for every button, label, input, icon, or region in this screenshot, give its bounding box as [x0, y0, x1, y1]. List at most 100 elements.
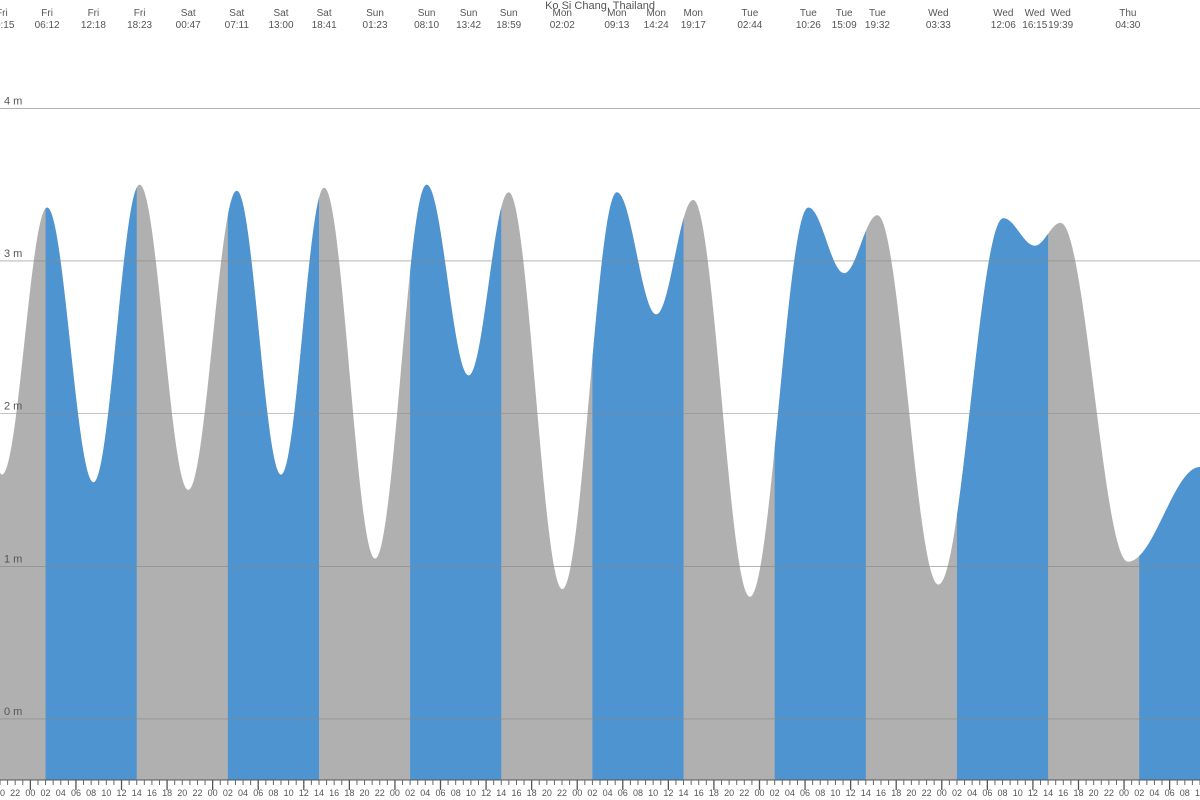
x-tick-label: 20	[0, 788, 5, 798]
tide-extreme-time: 02:44	[737, 20, 762, 31]
tide-extreme-day: Fri	[88, 8, 100, 19]
tide-extreme-time: 02:02	[550, 20, 575, 31]
tide-extreme-day: Tue	[836, 8, 853, 19]
tide-extreme-time: 13:00	[268, 20, 293, 31]
tide-extreme-day: Mon	[553, 8, 572, 19]
x-tick-label: 02	[770, 788, 780, 798]
x-tick-label: 22	[192, 788, 202, 798]
x-tick-label: 22	[375, 788, 385, 798]
x-tick-label: 22	[1104, 788, 1114, 798]
tide-extreme-day: Fri	[41, 8, 53, 19]
tide-extreme-time: 19:32	[865, 20, 890, 31]
x-tick-label: 18	[344, 788, 354, 798]
x-tick-label: 18	[891, 788, 901, 798]
tide-extreme-day: Sun	[500, 8, 518, 19]
x-tick-label: 00	[572, 788, 582, 798]
tide-extreme-day: Mon	[684, 8, 703, 19]
tide-extreme-time: 18:23	[127, 20, 152, 31]
x-tick-label: 08	[268, 788, 278, 798]
x-tick-label: 12	[663, 788, 673, 798]
x-tick-label: 18	[162, 788, 172, 798]
y-axis-label: 4 m	[4, 95, 22, 107]
tide-extreme-day: Mon	[646, 8, 665, 19]
tide-extreme-time: 07:11	[225, 20, 250, 31]
x-tick-label: 04	[1149, 788, 1159, 798]
tide-extreme-day: Tue	[800, 8, 817, 19]
x-tick-label: 04	[785, 788, 795, 798]
x-tick-label: 14	[679, 788, 689, 798]
x-tick-label: 14	[314, 788, 324, 798]
x-tick-label: 20	[1089, 788, 1099, 798]
x-tick-label: 22	[739, 788, 749, 798]
tide-extreme-day: Tue	[869, 8, 886, 19]
x-tick-label: 16	[147, 788, 157, 798]
x-tick-label: 04	[967, 788, 977, 798]
tide-extreme-day: Sun	[460, 8, 478, 19]
x-tick-label: 00	[208, 788, 218, 798]
x-tick-label: 12	[117, 788, 127, 798]
x-tick-label: 06	[253, 788, 263, 798]
tide-extreme-time: 14:24	[644, 20, 669, 31]
tide-extreme-time: 16:15	[1022, 20, 1047, 31]
tide-extreme-time: 18:41	[312, 20, 337, 31]
x-tick-label: 00	[390, 788, 400, 798]
tide-extreme-time: 08:10	[414, 20, 439, 31]
tide-extreme-time: 18:59	[496, 20, 521, 31]
x-tick-label: 10	[466, 788, 476, 798]
x-tick-label: 16	[511, 788, 521, 798]
x-tick-label: 02	[223, 788, 233, 798]
tide-extreme-time: 00:15	[0, 20, 15, 31]
x-tick-label: 08	[86, 788, 96, 798]
x-tick-label: 06	[800, 788, 810, 798]
x-tick-label: 16	[1058, 788, 1068, 798]
x-tick-label: 00	[25, 788, 35, 798]
x-tick-label: 22	[557, 788, 567, 798]
tide-extreme-day: Thu	[1119, 8, 1136, 19]
tide-extreme-day: Fri	[0, 8, 8, 19]
x-tick-label: 06	[71, 788, 81, 798]
x-tick-label: 06	[982, 788, 992, 798]
tide-extreme-time: 12:06	[991, 20, 1016, 31]
x-tick-label: 22	[922, 788, 932, 798]
x-tick-label: 10	[648, 788, 658, 798]
x-tick-label: 14	[132, 788, 142, 798]
tide-extreme-day: Wed	[1025, 8, 1045, 19]
x-tick-label: 12	[481, 788, 491, 798]
tide-extreme-day: Fri	[134, 8, 146, 19]
x-tick-label: 18	[527, 788, 537, 798]
tide-extreme-day: Sun	[366, 8, 384, 19]
tide-chart: Ko Si Chang, Thailand 0 m1 m2 m3 m4 m202…	[0, 0, 1200, 800]
x-tick-label: 20	[360, 788, 370, 798]
x-tick-label: 10	[101, 788, 111, 798]
tide-extreme-time: 13:42	[456, 20, 481, 31]
x-tick-label: 08	[451, 788, 461, 798]
x-tick-label: 04	[238, 788, 248, 798]
x-tick-label: 12	[846, 788, 856, 798]
x-tick-label: 08	[815, 788, 825, 798]
y-axis-label: 0 m	[4, 706, 22, 718]
x-tick-label: 10	[830, 788, 840, 798]
tide-extreme-time: 06:12	[35, 20, 60, 31]
tide-extreme-time: 10:26	[796, 20, 821, 31]
tide-extreme-time: 03:33	[926, 20, 951, 31]
x-tick-label: 20	[542, 788, 552, 798]
x-tick-label: 04	[603, 788, 613, 798]
tide-extreme-day: Tue	[741, 8, 758, 19]
tide-extreme-time: 09:13	[604, 20, 629, 31]
x-tick-label: 14	[496, 788, 506, 798]
x-tick-label: 10	[1013, 788, 1023, 798]
x-tick-label: 08	[633, 788, 643, 798]
x-tick-label: 06	[435, 788, 445, 798]
x-tick-label: 18	[709, 788, 719, 798]
x-tick-label: 00	[1119, 788, 1129, 798]
chart-svg: 0 m1 m2 m3 m4 m2022000204060810121416182…	[0, 0, 1200, 800]
x-tick-label: 02	[41, 788, 51, 798]
x-tick-label: 20	[724, 788, 734, 798]
tide-extreme-day: Sat	[274, 8, 289, 19]
tide-extreme-time: 00:47	[176, 20, 201, 31]
tide-extreme-day: Sat	[181, 8, 196, 19]
x-tick-label: 12	[1028, 788, 1038, 798]
tide-extreme-time: 19:39	[1048, 20, 1073, 31]
y-axis-label: 2 m	[4, 401, 22, 413]
x-tick-label: 18	[1073, 788, 1083, 798]
